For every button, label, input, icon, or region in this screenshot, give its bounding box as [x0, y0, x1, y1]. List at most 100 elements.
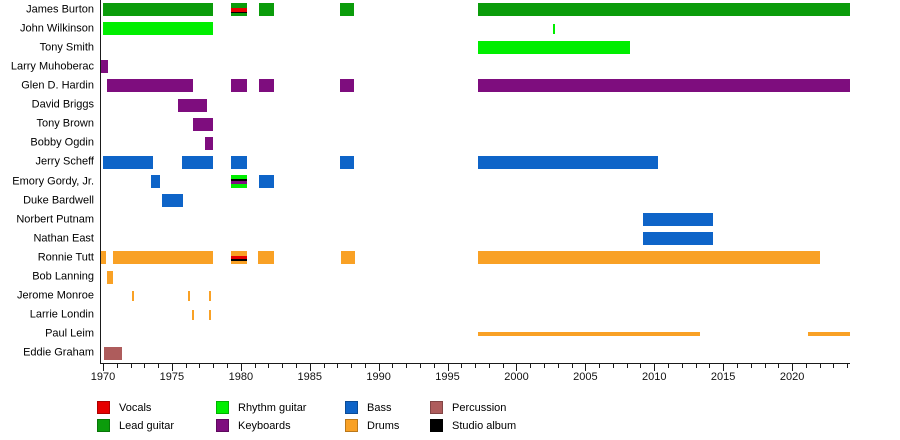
- member-names-column: James Burton John Wilkinson Tony Smith Larr…: [0, 0, 94, 363]
- axis-minor-tick: [351, 364, 353, 368]
- timeline-bar: [340, 3, 354, 17]
- member-label: Tony Brown: [36, 117, 94, 130]
- axis-minor-tick: [750, 364, 752, 368]
- timeline-bar: [103, 3, 213, 17]
- timeline-bar: [192, 117, 213, 131]
- timeline-bar: [643, 213, 714, 227]
- legend-swatch-percussion: [430, 401, 443, 414]
- timeline-bar: [258, 79, 274, 93]
- bar-stripe: [230, 261, 247, 265]
- legend-label: Percussion: [452, 402, 507, 414]
- member-label: Ronnie Tutt: [37, 251, 94, 264]
- timeline-bar: [478, 3, 850, 17]
- timeline-bar: [102, 155, 153, 169]
- axis-minor-tick: [764, 364, 766, 368]
- legend-swatch-lead-guitar: [97, 419, 110, 432]
- axis-minor-tick: [626, 364, 628, 368]
- axis-tick-label: 1985: [297, 371, 322, 383]
- legend-swatch-vocals: [97, 401, 110, 414]
- timeline-bar: [258, 175, 274, 188]
- member-label: Norbert Putnam: [16, 213, 94, 226]
- timeline-bar: [340, 251, 355, 265]
- axis-minor-tick: [282, 364, 284, 368]
- legend-label: Studio album: [452, 420, 517, 432]
- member-label: Paul Leim: [45, 327, 94, 340]
- axis-minor-tick: [778, 364, 780, 368]
- axis-major-tick: [103, 364, 105, 371]
- axis-minor-tick: [433, 364, 435, 368]
- legend-swatch-drums: [345, 419, 358, 432]
- timeline-tick: [209, 291, 212, 302]
- member-label: Eddie Graham: [23, 346, 94, 359]
- axis-minor-tick: [213, 364, 215, 368]
- legend-swatch-bass: [345, 401, 358, 414]
- axis-major-tick: [792, 364, 794, 371]
- axis-minor-tick: [695, 364, 697, 368]
- axis-minor-tick: [227, 364, 229, 368]
- axis-tick-label: 2010: [642, 371, 667, 383]
- axis-minor-tick: [392, 364, 394, 368]
- timeline-bar: [177, 98, 207, 112]
- legend-label: Vocals: [119, 402, 152, 414]
- axis-minor-tick: [199, 364, 201, 368]
- axis-tick-label: 2020: [779, 371, 805, 383]
- bar-stripe: [230, 11, 247, 14]
- timeline-bar: [478, 332, 701, 337]
- axis-tick-label: 1975: [159, 371, 185, 383]
- axis-tick-label: 1980: [228, 371, 254, 383]
- axis-minor-tick: [736, 364, 738, 368]
- timeline-bar: [230, 79, 247, 93]
- member-label: Larrie Londin: [29, 308, 94, 321]
- member-label: Nathan East: [33, 232, 94, 245]
- timeline-bar: [103, 22, 213, 36]
- member-label: Jerome Monroe: [16, 289, 94, 302]
- timeline-bar: [107, 79, 193, 93]
- axis-minor-tick: [571, 364, 573, 368]
- timeline-bar: [101, 251, 106, 265]
- axis-minor-tick: [833, 364, 835, 368]
- plot-area: [100, 0, 850, 364]
- legend-swatch-keyboards: [216, 419, 229, 432]
- legend-label: Rhythm guitar: [238, 402, 307, 414]
- axis-minor-tick: [599, 364, 601, 368]
- x-axis: 1970 1975 1980 1985 1990 1995 2000 2005 2010 2015…: [91, 364, 849, 398]
- axis-major-tick: [447, 364, 449, 371]
- timeline-bar-striped: [230, 251, 247, 265]
- axis-minor-tick: [640, 364, 642, 368]
- axis-minor-tick: [544, 364, 546, 368]
- member-label: Bobby Ogdin: [30, 136, 94, 149]
- axis-minor-tick: [461, 364, 463, 368]
- timeline-bar: [151, 175, 160, 188]
- timeline-bar: [340, 155, 354, 169]
- bar-stripe: [230, 251, 247, 256]
- axis-tick-label: 1995: [435, 371, 460, 383]
- timeline-tick: [187, 291, 190, 302]
- bar-stripe: [230, 7, 247, 12]
- bar-stripe: [230, 184, 247, 188]
- legend-swatch-rhythm-guitar: [216, 401, 229, 414]
- timeline-bar: [104, 346, 122, 360]
- timeline-tick: [209, 310, 212, 321]
- bar-stripe: [230, 181, 247, 185]
- timeline-bar: [107, 270, 113, 284]
- axis-minor-tick: [268, 364, 270, 368]
- timeline-bar-striped: [230, 3, 247, 17]
- timeline-bar: [258, 3, 274, 17]
- timeline-bar: [230, 155, 247, 169]
- axis-minor-tick: [709, 364, 711, 368]
- legend-label: Keyboards: [238, 420, 291, 432]
- axis-minor-tick: [530, 364, 532, 368]
- axis-minor-tick: [612, 364, 614, 368]
- legend-label: Bass: [367, 402, 392, 414]
- timeline-bar: [112, 251, 213, 265]
- axis-tick-label: 2000: [504, 371, 529, 383]
- timeline-bar: [478, 251, 821, 265]
- axis-minor-tick: [502, 364, 504, 368]
- axis-minor-tick: [681, 364, 683, 368]
- axis-minor-tick: [847, 364, 849, 368]
- axis-tick-label: 1990: [366, 371, 391, 383]
- axis-minor-tick: [254, 364, 256, 368]
- timeline-bar: [161, 194, 183, 208]
- member-label: Duke Bardwell: [23, 194, 94, 207]
- axis-minor-tick: [364, 364, 366, 368]
